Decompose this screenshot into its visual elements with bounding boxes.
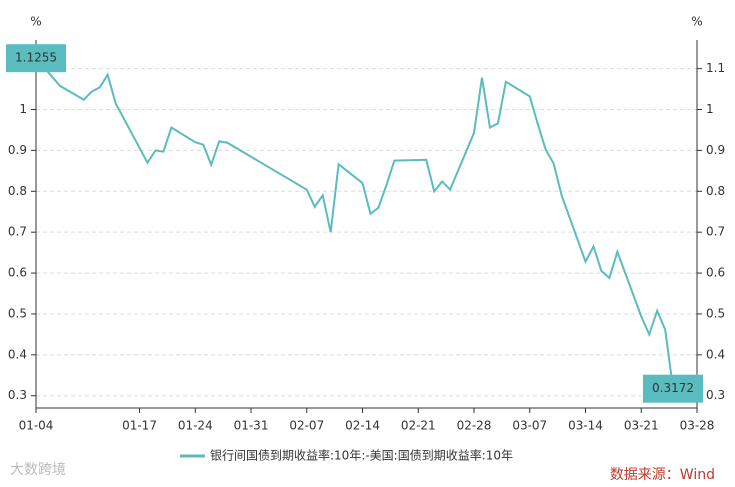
y2-tick-label: 0.5 bbox=[706, 306, 725, 320]
value-label: 1.1255 bbox=[15, 51, 57, 65]
x-tick-label: 03-07 bbox=[512, 419, 547, 433]
y-tick-label: 0.9 bbox=[8, 143, 27, 157]
x-tick-label: 03-14 bbox=[568, 419, 603, 433]
x-tick-label: 01-24 bbox=[178, 419, 213, 433]
y2-tick-label: 1.1 bbox=[706, 61, 725, 75]
y2-tick-label: 0.4 bbox=[706, 347, 725, 361]
y-tick-label: 0.7 bbox=[8, 225, 27, 239]
x-tick-label: 02-28 bbox=[457, 419, 492, 433]
y-tick-label: 0.4 bbox=[8, 347, 27, 361]
value-label-box bbox=[643, 374, 703, 403]
y-tick-label: 0.5 bbox=[8, 306, 27, 320]
y2-tick-label: 0.9 bbox=[706, 143, 725, 157]
x-tick-label: 02-21 bbox=[401, 419, 436, 433]
source: 数据来源：Wind bbox=[610, 467, 715, 483]
y2-tick-label: 0.6 bbox=[706, 266, 725, 280]
series-line bbox=[35, 57, 675, 389]
y-axis-unit: % bbox=[30, 15, 41, 29]
y2-axis-unit: % bbox=[691, 15, 702, 29]
y2-tick-label: 0.8 bbox=[706, 184, 725, 198]
y-tick-label: 0.6 bbox=[8, 266, 27, 280]
y-tick-label: 0.3 bbox=[8, 388, 27, 402]
x-tick-label: 02-07 bbox=[289, 419, 324, 433]
y-tick-label: 0.8 bbox=[8, 184, 27, 198]
value-label: 0.3172 bbox=[652, 381, 694, 395]
watermark: 大数跨境 bbox=[10, 462, 66, 478]
x-tick-label: 01-17 bbox=[122, 419, 157, 433]
x-tick-label: 02-14 bbox=[345, 419, 380, 433]
y2-tick-label: 0.3 bbox=[706, 388, 725, 402]
x-tick-label: 01-31 bbox=[234, 419, 269, 433]
y2-tick-label: 0.7 bbox=[706, 225, 725, 239]
x-tick-label: 03-21 bbox=[624, 419, 659, 433]
x-tick-label: 01-04 bbox=[19, 419, 54, 433]
legend-label: 银行间国债到期收益率:10年:-美国:国债到期收益率:10年 bbox=[210, 448, 513, 463]
y-tick-label: 1 bbox=[19, 102, 27, 116]
x-tick-label: 03-28 bbox=[680, 419, 715, 433]
value-label-box bbox=[6, 44, 66, 73]
y2-tick-label: 1 bbox=[706, 102, 714, 116]
